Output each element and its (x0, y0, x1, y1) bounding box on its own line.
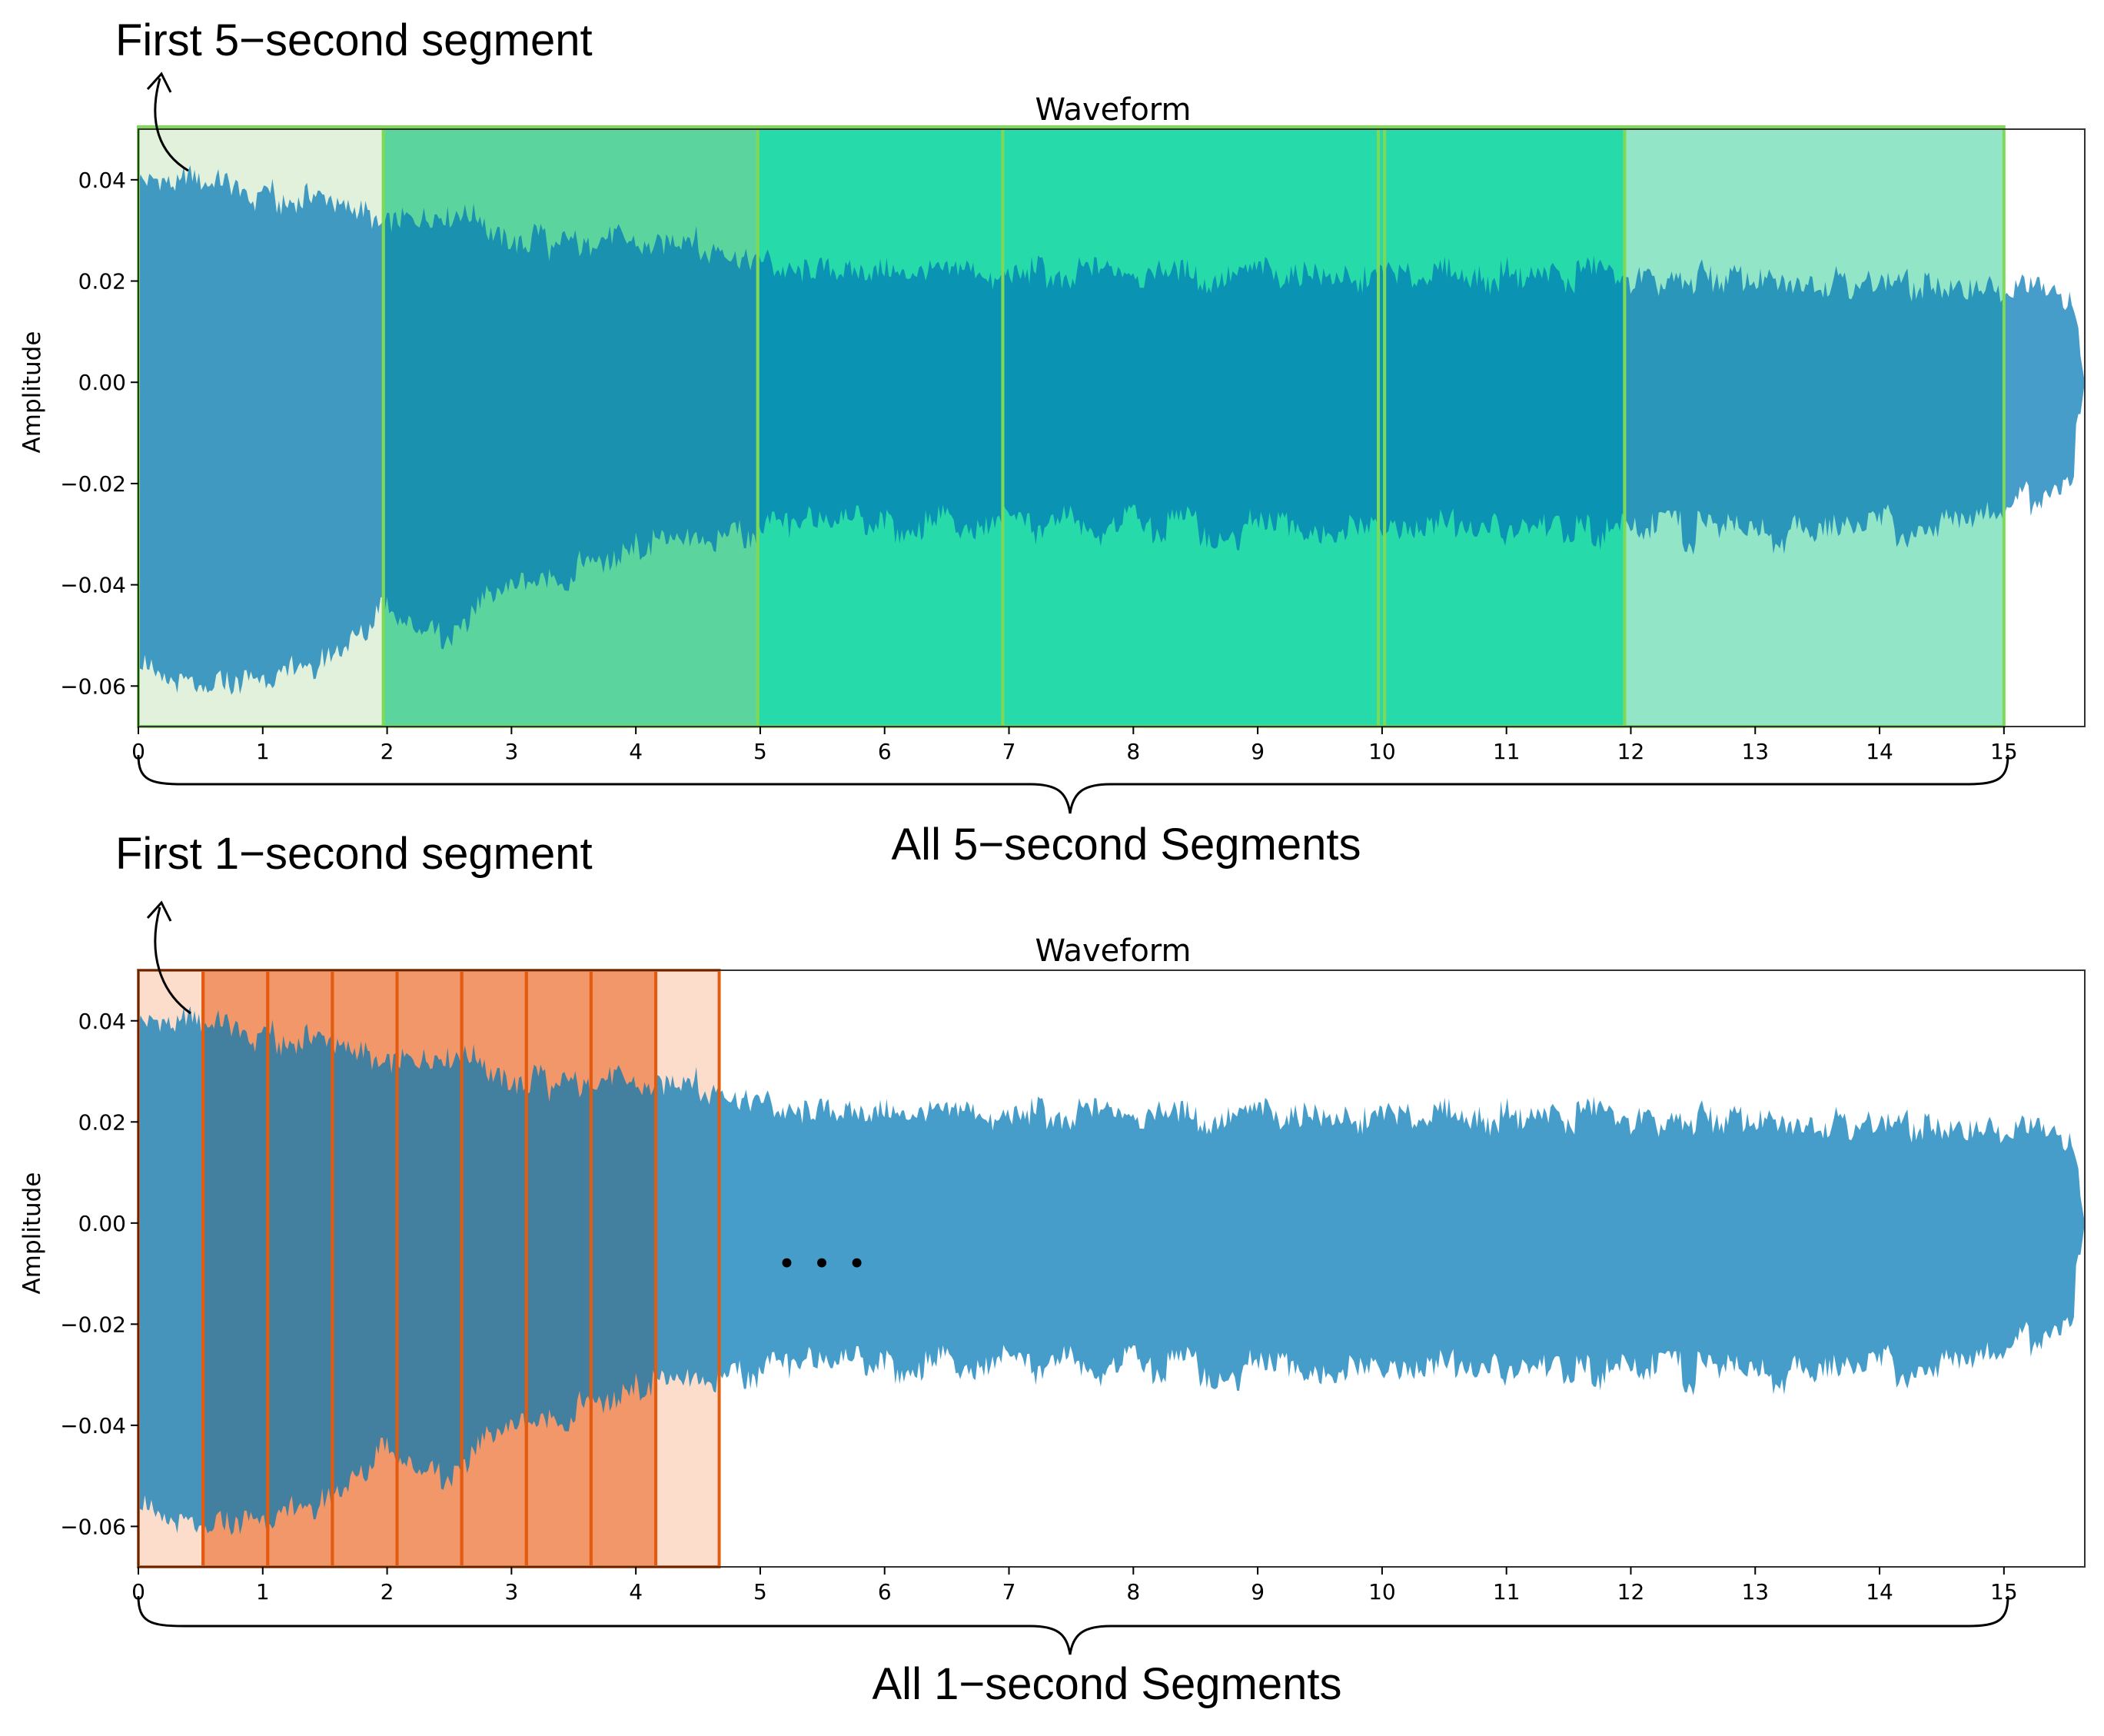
x-tick-label: 9 (1251, 1579, 1265, 1605)
top-chart-title: Waveform (1035, 92, 1191, 128)
bottom-y-ticks: 0.04 0.02 0.00 −0.02 −0.04 −0.06 (60, 1009, 138, 1539)
x-tick-label: 9 (1251, 739, 1265, 764)
x-tick-label: 11 (1493, 1579, 1521, 1605)
bottom-first-segment-label: First 1−second segment (115, 829, 593, 879)
top-y-axis-label: Amplitude (18, 331, 46, 454)
top-panel: Waveform Amplitude 0 1 2 3 4 5 6 7 8 9 10 11 12 13 14 1… (18, 92, 2086, 764)
x-tick-label: 6 (878, 1579, 892, 1605)
x-tick-label: 8 (1126, 739, 1140, 764)
x-tick-label: 14 (1866, 1579, 1893, 1605)
y-tick-label: −0.02 (60, 1312, 126, 1337)
y-tick-label: 0.02 (78, 1109, 126, 1135)
bottom-x-ticks: 0 1 2 3 4 5 6 7 8 9 10 11 12 13 14 15 (131, 1567, 2018, 1605)
x-tick-label: 0 (131, 1579, 145, 1605)
x-tick-label: 7 (1002, 1579, 1016, 1605)
y-tick-label: 0.04 (78, 1009, 126, 1034)
x-tick-label: 1 (256, 1579, 270, 1605)
x-tick-label: 12 (1617, 739, 1645, 764)
bottom-chart-title: Waveform (1035, 933, 1191, 969)
y-tick-label: −0.04 (60, 1413, 126, 1438)
bottom-waveform-area (138, 1006, 2085, 1535)
x-tick-label: 2 (381, 1579, 394, 1605)
x-tick-label: 13 (1741, 1579, 1769, 1605)
bottom-curved-arrow (146, 900, 191, 1015)
top-brace (137, 754, 2009, 814)
top-curved-arrow (146, 72, 189, 172)
x-tick-label: 8 (1126, 1579, 1140, 1605)
x-tick-label: 7 (1002, 739, 1016, 764)
x-tick-label: 4 (629, 739, 643, 764)
top-all-segments-label: All 5−second Segments (892, 820, 1361, 870)
x-tick-label: 15 (1990, 1579, 2018, 1605)
x-tick-label: 12 (1617, 1579, 1645, 1605)
x-tick-label: 15 (1990, 739, 2018, 764)
x-tick-label: 2 (381, 739, 394, 764)
x-tick-label: 4 (629, 1579, 643, 1605)
y-tick-label: −0.04 (60, 573, 126, 598)
x-tick-label: 11 (1493, 739, 1521, 764)
continuation-ellipsis: • • • (779, 1249, 870, 1279)
top-waveform-area (138, 165, 2085, 695)
x-tick-label: 5 (753, 1579, 767, 1605)
y-tick-label: −0.06 (60, 673, 126, 699)
bottom-plot-frame (138, 969, 2086, 1568)
bottom-all-segments-label: All 1−second Segments (873, 1659, 1342, 1709)
y-tick-label: 0.02 (78, 269, 126, 294)
bottom-panel: Waveform Amplitude 0 1 2 3 4 5 6 7 8 9 10 11 12 13 14 1… (18, 933, 2086, 1605)
top-plot-frame (138, 128, 2086, 727)
x-tick-label: 14 (1866, 739, 1893, 764)
top-x-ticks: 0 1 2 3 4 5 6 7 8 9 10 11 12 13 14 15 (131, 727, 2018, 764)
x-tick-label: 1 (256, 739, 270, 764)
x-tick-label: 10 (1368, 1579, 1396, 1605)
y-tick-label: −0.06 (60, 1514, 126, 1539)
y-tick-label: 0.04 (78, 168, 126, 193)
y-tick-label: −0.02 (60, 471, 126, 497)
x-tick-label: 3 (504, 739, 518, 764)
bottom-y-axis-label: Amplitude (18, 1172, 46, 1295)
bottom-brace (137, 1595, 2009, 1655)
x-tick-label: 10 (1368, 739, 1396, 764)
x-tick-label: 6 (878, 739, 892, 764)
y-tick-label: 0.00 (78, 1211, 126, 1236)
top-y-ticks: 0.04 0.02 0.00 −0.02 −0.04 −0.06 (60, 168, 138, 699)
y-tick-label: 0.00 (78, 370, 126, 395)
top-first-segment-label: First 5−second segment (115, 15, 593, 65)
x-tick-label: 5 (753, 739, 767, 764)
x-tick-label: 0 (131, 739, 145, 764)
x-tick-label: 13 (1741, 739, 1769, 764)
x-tick-label: 3 (504, 1579, 518, 1605)
